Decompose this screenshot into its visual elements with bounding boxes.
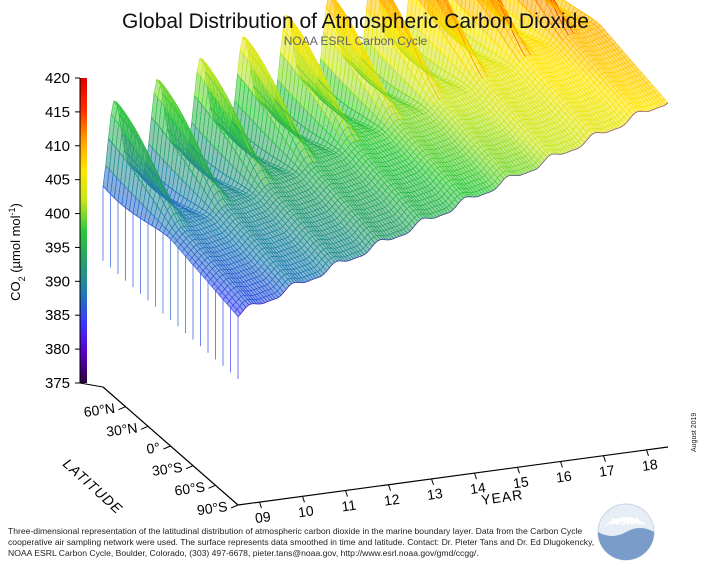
surface-cell	[490, 0, 494, 4]
surface-cell	[518, 0, 524, 6]
year-tick	[388, 484, 391, 491]
year-tick	[345, 490, 348, 497]
z-axis-base	[79, 382, 104, 388]
year-tick-label: 14	[469, 479, 487, 497]
year-axis-label: YEAR	[480, 486, 524, 508]
latitude-tick-label: 60°N	[83, 400, 116, 420]
z-tick-label: 385	[45, 307, 70, 324]
year-tick	[474, 472, 477, 480]
year-tick	[603, 455, 606, 462]
latitude-tick	[185, 465, 194, 470]
z-tick-label: 375	[45, 375, 70, 392]
z-axis-label: CO2 (µmol mol-1)	[7, 203, 27, 301]
year-tick	[302, 496, 305, 503]
z-tick-label: 410	[45, 138, 70, 155]
z-tick-label: 400	[45, 206, 70, 223]
surface-cell	[454, 0, 458, 4]
year-tick	[560, 461, 563, 468]
z-tick-label: 420	[45, 70, 70, 87]
latitude-tick-label: 90°S	[196, 498, 228, 518]
year-axis-line	[237, 446, 669, 506]
year-tick-label: 12	[383, 491, 401, 509]
axes-group: 375 380 385 390 395 400 405 410 415 420 CO2 (µmol …	[7, 70, 669, 526]
co2-surface	[102, 0, 669, 318]
latitude-axis-label: LATITUDE	[60, 455, 126, 517]
latitude-tick	[163, 445, 171, 450]
year-tick-label: 11	[340, 497, 357, 515]
year-tick-label: 15	[512, 473, 530, 491]
year-tick-label: 10	[297, 502, 315, 520]
year-tick	[517, 467, 520, 474]
latitude-tick	[118, 406, 126, 411]
z-tick-label: 395	[45, 239, 70, 256]
z-tick-label: 415	[45, 104, 70, 121]
year-tick	[646, 449, 649, 457]
year-tick-label: 16	[555, 468, 573, 486]
latitude-tick-label: 30°N	[105, 419, 138, 439]
year-tick-label: 13	[426, 485, 444, 503]
year-tick-label: 17	[598, 462, 616, 480]
latitude-tick-label: 0°	[145, 439, 160, 457]
year-tick-label: 09	[254, 508, 272, 526]
latitude-tick	[140, 425, 149, 430]
year-tick	[259, 501, 262, 509]
latitude-tick-label: 30°S	[151, 459, 183, 479]
year-tick-label: 18	[641, 456, 659, 474]
latitude-tick	[208, 484, 216, 489]
z-tick-label: 390	[45, 273, 70, 290]
surface-cell	[460, 0, 467, 12]
surface-cell	[456, 0, 462, 8]
z-tick-label: 405	[45, 172, 70, 189]
z-tick-label: 380	[45, 341, 70, 358]
latitude-tick	[230, 504, 239, 509]
latitude-tick-label: 60°S	[173, 478, 205, 498]
year-tick	[431, 478, 434, 486]
z-colorbar	[80, 78, 87, 383]
